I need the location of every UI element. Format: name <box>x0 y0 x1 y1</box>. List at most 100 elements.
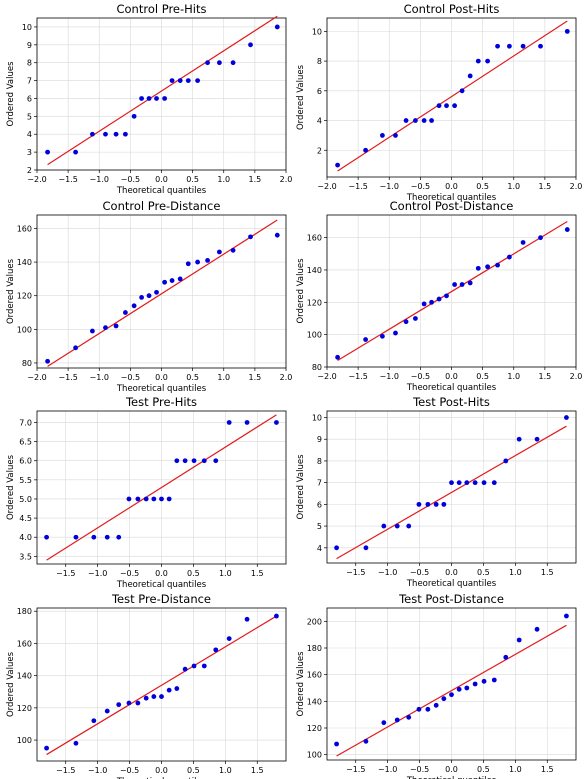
y-axis-label: Ordered Values <box>6 61 16 127</box>
data-point <box>162 279 168 285</box>
x-tick-label: 1.0 <box>219 766 232 775</box>
data-point <box>380 333 385 339</box>
grid-lines <box>327 411 576 563</box>
data-point <box>406 714 412 720</box>
data-point <box>520 240 526 245</box>
data-point <box>403 319 409 325</box>
data-point <box>381 720 387 726</box>
y-axis-label: Ordered Values <box>6 258 16 324</box>
x-tick-label: 1.5 <box>539 182 552 191</box>
data-point <box>503 654 509 660</box>
data-point <box>380 132 385 138</box>
data-point <box>475 58 481 64</box>
x-axis-label: Theoretical quantiles <box>406 383 497 393</box>
y-tick-label: 4 <box>317 544 322 553</box>
x-tick-label: −1.5 <box>58 373 77 382</box>
data-point <box>381 523 387 529</box>
y-tick-label: 3 <box>27 148 32 157</box>
data-point <box>472 681 478 687</box>
data-point <box>131 113 137 119</box>
data-point <box>363 147 368 153</box>
grid-lines <box>36 18 287 171</box>
x-tick-label: −2.0 <box>317 182 336 191</box>
data-point <box>104 708 110 714</box>
panel-title: Control Post-Distance <box>390 199 514 213</box>
x-tick-label: −0.5 <box>120 569 139 578</box>
y-tick-label: 8 <box>317 57 322 66</box>
y-tick-label: 4 <box>27 130 32 139</box>
data-point <box>503 458 509 464</box>
data-point <box>481 480 487 486</box>
y-tick-label: 5 <box>27 112 32 121</box>
y-tick-label: 7 <box>27 77 32 86</box>
data-point <box>139 96 144 101</box>
y-tick-label: 10 <box>312 414 322 423</box>
data-point <box>174 458 180 464</box>
data-point <box>564 28 570 34</box>
fit-line <box>47 15 278 166</box>
x-tick-label: −2.0 <box>27 175 46 184</box>
y-tick-label: 140 <box>307 266 322 275</box>
y-tick-label: 6 <box>317 87 322 96</box>
data-point <box>467 280 473 286</box>
data-point <box>73 740 79 746</box>
x-tick-label: 1.5 <box>541 765 554 774</box>
y-tick-label: 9 <box>317 435 322 444</box>
data-point <box>146 293 152 299</box>
data-point <box>44 745 49 751</box>
y-tick-label: 6 <box>27 94 32 103</box>
x-tick-label: 0.5 <box>476 372 489 381</box>
data-point <box>334 545 339 551</box>
y-tick-label: 120 <box>17 292 32 301</box>
panel-title: Test Pre-Hits <box>125 395 197 409</box>
data-point <box>456 480 462 486</box>
y-tick-label: 140 <box>17 258 32 267</box>
data-point <box>274 232 280 238</box>
y-tick-label: 160 <box>17 639 32 648</box>
data-point <box>393 330 398 336</box>
y-tick-label: 100 <box>307 331 322 340</box>
y-axis-label: Ordered Values <box>296 64 306 130</box>
x-tick-label: −1.5 <box>58 175 77 184</box>
x-tick-label: 1.0 <box>507 372 520 381</box>
data-point <box>564 415 569 420</box>
data-point <box>45 358 50 364</box>
data-point <box>195 78 201 83</box>
data-point <box>205 60 210 66</box>
x-axis-label: Theoretical quantiles <box>116 580 207 590</box>
y-axis-label: Ordered Values <box>296 258 306 324</box>
qq-panel-5: −1.5 −1.0 −0.5 0.0 0.5 1.0 1.5 3.5 4.0 4.5 5.0 5.5 6… <box>6 395 287 590</box>
data-point <box>213 458 219 464</box>
data-point <box>444 103 449 109</box>
data-point <box>195 259 201 265</box>
panel-title: Test Pre-Distance <box>111 592 211 606</box>
panel-title: Control Pre-Hits <box>116 2 206 16</box>
data-point <box>205 257 210 263</box>
x-tick-label: −0.5 <box>121 175 140 184</box>
data-point <box>363 337 368 342</box>
y-tick-label: 6.5 <box>19 438 32 447</box>
data-point <box>177 276 183 282</box>
data-point <box>103 325 108 331</box>
x-tick-label: 2.0 <box>570 372 583 381</box>
qq-panel-2: −2.0 −1.5 −1.0 −0.5 0.0 0.5 1.0 1.5 2.0 2 4 6 8 10 Con… <box>296 2 582 203</box>
x-tick-label: 0.5 <box>477 568 490 577</box>
y-tick-label: 4.5 <box>19 514 32 523</box>
x-tick-label: 0.0 <box>445 372 458 381</box>
y-tick-label: 3.5 <box>19 552 32 561</box>
data-point <box>244 616 250 622</box>
x-tick-label: −1.0 <box>90 373 109 382</box>
data-point <box>467 73 473 79</box>
x-tick-label: −0.5 <box>120 766 139 775</box>
data-point <box>564 227 570 232</box>
x-axis-label: Theoretical quantiles <box>116 384 207 394</box>
data-point <box>475 265 481 271</box>
data-point <box>491 677 497 683</box>
data-point <box>363 738 369 744</box>
x-tick-label: 0.0 <box>445 182 458 191</box>
fit-line <box>336 624 567 757</box>
y-axis-label: Ordered Values <box>296 454 306 520</box>
fit-line <box>46 615 277 756</box>
data-point <box>538 235 543 241</box>
data-point <box>444 293 449 299</box>
